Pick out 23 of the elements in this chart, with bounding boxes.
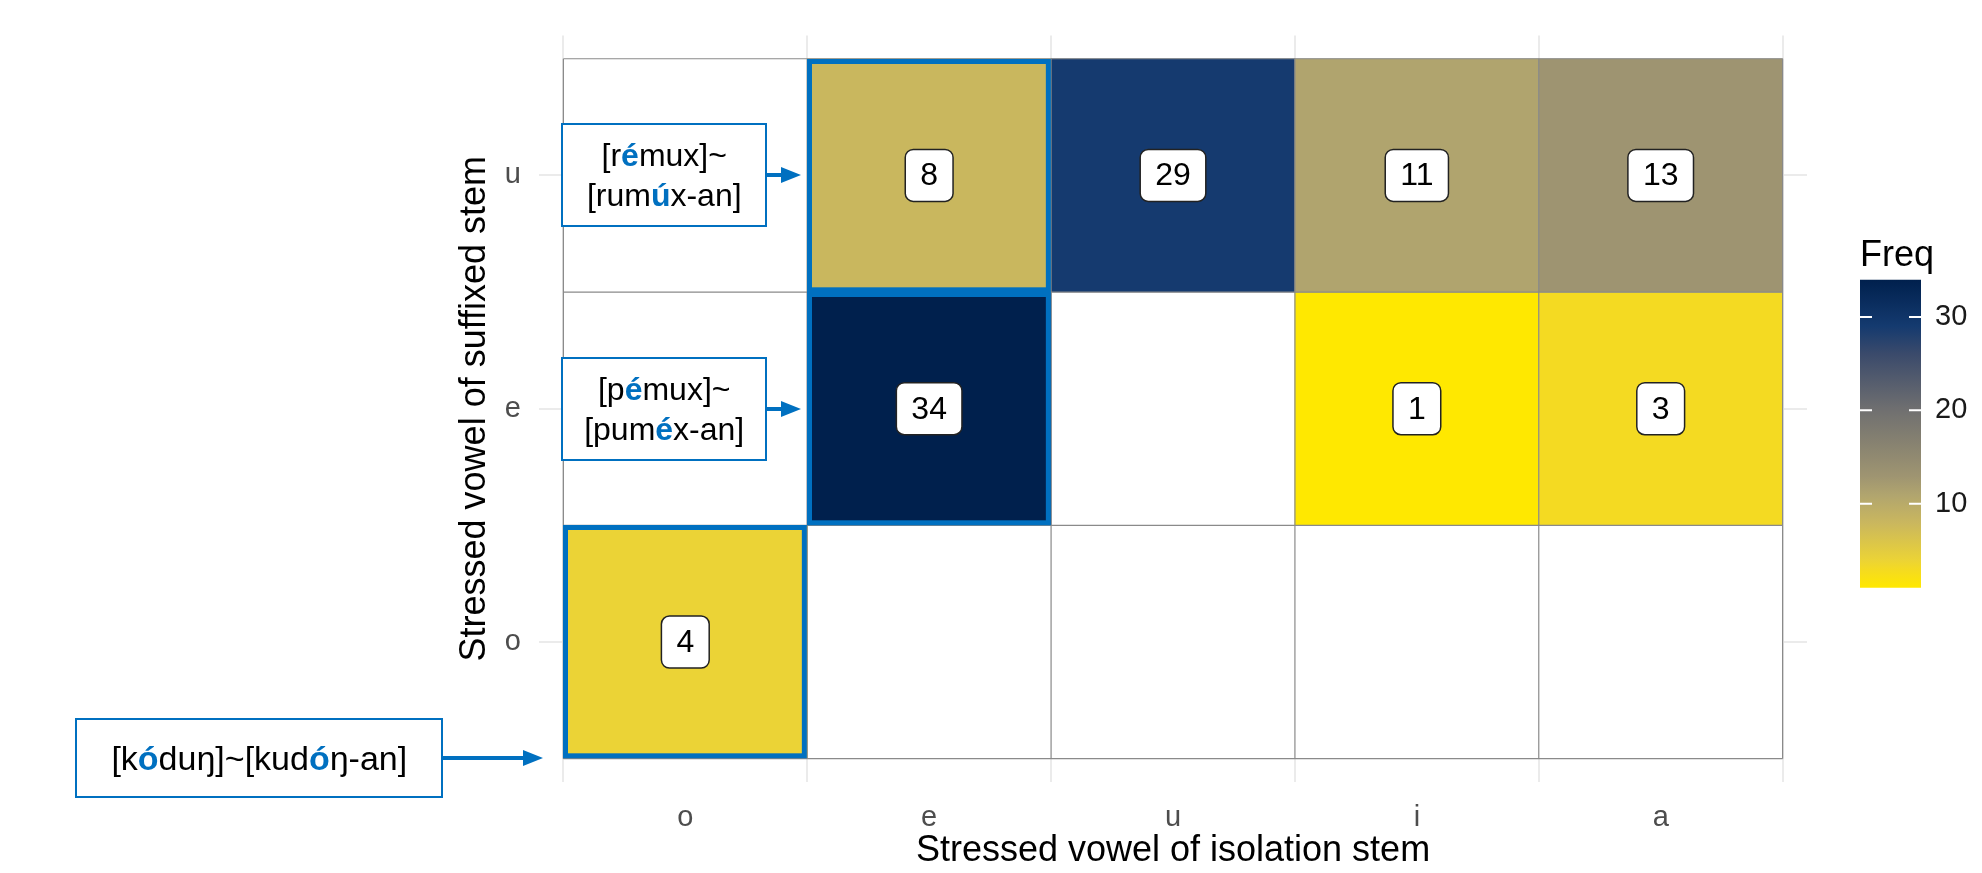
data-label: 34	[911, 389, 947, 426]
color-bar-label: 30	[1935, 299, 1968, 332]
callout-box: [kóduŋ]~[kudóŋ-an]	[75, 717, 444, 798]
annotation: [pémux]~[puméx-an]	[584, 370, 745, 447]
color-bar-label: 10	[1935, 485, 1968, 518]
data-label: 11	[1400, 156, 1434, 193]
x-tick-label: a	[1652, 800, 1670, 833]
y-tick-label: o	[504, 624, 521, 657]
data-label: 13	[1642, 156, 1679, 193]
color-bar-title: Freq	[1860, 232, 1935, 274]
data-label: 1	[1407, 389, 1426, 426]
data-label: 4	[676, 622, 695, 659]
annotation: [rémux]~[rumúx-an]	[586, 137, 742, 214]
data-label: 8	[920, 156, 939, 193]
color-bar-label: 20	[1935, 392, 1968, 425]
data-label: 29	[1155, 156, 1191, 193]
y-axis-title: Stressed vowel of suffixed stem	[451, 155, 493, 662]
y-tick-label: e	[504, 390, 521, 423]
x-tick-label: o	[677, 800, 694, 833]
callout-box: [rémux]~[rumúx-an]	[561, 123, 768, 228]
y-tick-label: u	[504, 157, 521, 190]
callout-box: [pémux]~[puméx-an]	[561, 356, 768, 461]
data-label: 3	[1651, 389, 1670, 426]
